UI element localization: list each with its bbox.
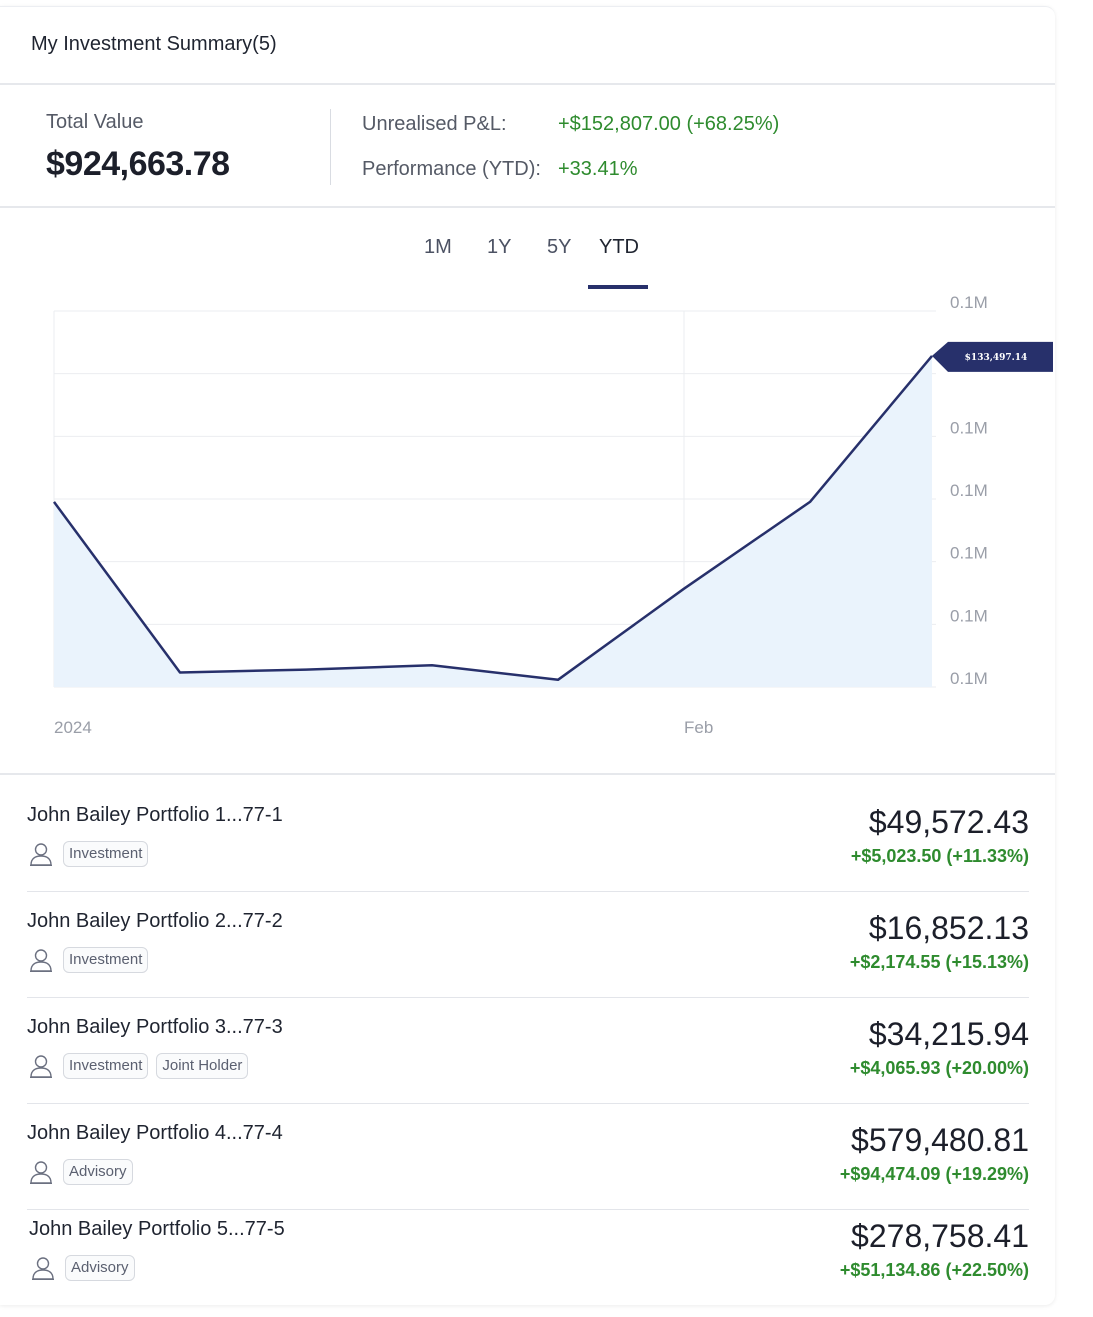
card-title: My Investment Summary(5) [31,33,277,55]
account-name: John Bailey Portfolio 5...77-5 [29,1218,285,1240]
account-tags: Investment [27,839,149,869]
unrealised-pl-label: Unrealised P&L: [362,113,507,135]
account-name: John Bailey Portfolio 1...77-1 [27,804,283,826]
tab-1m[interactable]: 1M [424,236,452,258]
tab-ytd[interactable]: YTD [599,236,639,258]
account-change: +$51,134.86 (+22.50%) [839,1260,1029,1280]
account-tags: Investment Joint Holder [27,1051,249,1081]
tooltip-flag [932,341,1053,372]
account-value: $16,852.13 [868,910,1029,946]
account-name: John Bailey Portfolio 3...77-3 [27,1016,283,1038]
summary-divider [330,109,331,185]
account-name: John Bailey Portfolio 2...77-2 [27,910,283,932]
total-value-label: Total Value [46,111,144,133]
chart-area-fill [54,355,932,687]
account-name: John Bailey Portfolio 4...77-4 [27,1122,283,1144]
account-tags: Advisory [27,1157,133,1187]
person-icon [27,946,55,974]
x-tick-label: Feb [684,718,713,737]
account-value: $579,480.81 [851,1122,1029,1158]
y-tick-label: 0.1M [950,669,988,688]
account-change: +$94,474.09 (+19.29%) [839,1164,1029,1184]
account-row[interactable]: John Bailey Portfolio 2...77-2 Investment… [27,892,1029,998]
account-change: +$5,023.50 (+11.33%) [850,846,1029,866]
y-tick-label: 0.1M [950,544,988,563]
summary-panel: Total Value $924,663.78 Unrealised P&L: … [0,85,1055,208]
account-type-tag: Advisory [65,1255,135,1281]
y-tick-label: 0.1M [950,606,988,625]
y-tick-label: 0.1M [950,418,988,437]
y-tick-label: 0.1M [950,481,988,500]
performance-ytd-label: Performance (YTD): [362,158,541,180]
y-tick-label: 0.1M [950,293,988,312]
account-change: +$4,065.93 (+20.00%) [849,1058,1029,1078]
x-axis-ticks: 2024 Feb [54,718,713,737]
person-icon [27,1158,55,1186]
active-tab-indicator [588,285,648,289]
account-type-tag: Investment [63,1053,149,1079]
account-value: $278,758.41 [851,1218,1029,1254]
account-tags: Investment [27,945,149,975]
account-change: +$2,174.55 (+15.13%) [849,952,1029,972]
tab-1y[interactable]: 1Y [487,236,512,258]
account-row[interactable]: John Bailey Portfolio 1...77-1 Investment… [27,786,1029,892]
account-row[interactable]: John Bailey Portfolio 5...77-5 Advisory $2… [29,1200,1029,1305]
card-header: My Investment Summary(5) [0,7,1055,85]
tooltip-value: $133,497.14 [965,353,1028,363]
value-tooltip: $133,497.14 [932,341,1053,372]
performance-ytd-value: +33.41% [558,158,638,180]
person-icon [27,1052,55,1080]
chart-series-line [52,355,933,682]
x-tick-label: 2024 [54,718,92,737]
account-row[interactable]: John Bailey Portfolio 3...77-3 Investment… [27,998,1029,1104]
list-divider [0,773,1055,775]
unrealised-pl-value: +$152,807.00 (+68.25%) [558,113,780,135]
tab-5y[interactable]: 5Y [547,236,572,258]
total-value-amount: $924,663.78 [46,145,230,183]
time-range-tabs: 1M 1Y 5Y YTD [0,230,1055,290]
account-type-tag: Joint Holder [156,1053,249,1079]
account-type-tag: Investment [63,947,149,973]
account-type-tag: Investment [63,841,149,867]
account-row[interactable]: John Bailey Portfolio 4...77-4 Advisory $5… [27,1104,1029,1210]
account-type-tag: Advisory [63,1159,133,1185]
account-tags: Advisory [29,1253,135,1283]
person-icon [27,840,55,868]
account-value: $34,215.94 [868,1016,1029,1052]
person-icon [29,1254,57,1282]
account-value: $49,572.43 [868,804,1029,840]
